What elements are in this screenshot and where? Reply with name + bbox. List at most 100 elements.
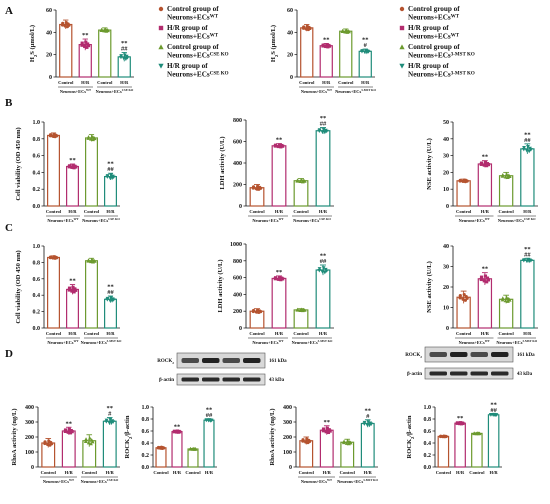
data-point: [109, 173, 113, 178]
data-point: [340, 29, 345, 34]
significance-mark: **: [320, 115, 327, 122]
y-tick-label: 200: [233, 309, 242, 315]
x-tick-label: H/R: [106, 209, 115, 214]
chart-a1: 0 20 40 60 H2S (μmol/L) Control ** H/R Control ##…: [29, 8, 134, 94]
group-label: Neurons+ECsWT: [43, 478, 74, 484]
legend-label: Control group of: [167, 43, 219, 51]
blot-band: [470, 371, 488, 376]
y-tick-label: 400: [25, 405, 34, 411]
group-label: Neurons+ECsCSE KO: [96, 88, 134, 94]
y-tick-label: 400: [233, 292, 242, 298]
y-tick-label: 0: [446, 204, 449, 210]
data-point: [363, 48, 368, 53]
data-point: [104, 420, 109, 424]
y-tick-label: 0: [31, 465, 34, 471]
data-point: [479, 162, 483, 166]
x-tick-label: Control: [153, 470, 169, 475]
significance-mark: **: [69, 157, 76, 164]
data-point: [254, 187, 258, 191]
y-tick-label: 100: [283, 450, 292, 456]
data-point: [123, 57, 128, 61]
group-label: Neurons+ECsCSE KO: [81, 478, 119, 484]
x-tick-label: Control: [456, 209, 472, 214]
blot-panel: [424, 367, 514, 380]
legend-label: H/R group of: [167, 62, 208, 70]
bar: [104, 176, 117, 207]
y-tick-label: 1000: [230, 242, 242, 248]
x-tick-label: Control: [469, 470, 485, 475]
y-tick-label: 0.8: [33, 260, 41, 266]
data-point: [321, 266, 326, 270]
y-axis-label: H2S (μmol/L): [270, 25, 279, 62]
data-point: [160, 446, 164, 450]
y-tick-label: 0.0: [33, 326, 41, 332]
legend-label: H/R group of: [167, 24, 208, 32]
panel-letter-b: B: [5, 97, 13, 109]
bar: [59, 23, 73, 78]
blots-layer: ROCK2 β-actin 161 kDa 43 kDa ROCK2 β-actin 161…: [157, 346, 535, 386]
x-tick-label: H/R: [319, 209, 328, 214]
significance-mark: **: [66, 420, 73, 427]
y-tick-label: 60: [46, 8, 52, 14]
significance-mark: **: [174, 423, 181, 430]
significance-mark: **: [82, 32, 89, 39]
data-point: [522, 145, 526, 150]
group-label: Neurons+ECsWT: [459, 339, 490, 345]
blot-band: [450, 352, 468, 357]
significance-mark: ##: [320, 258, 327, 265]
data-point: [326, 45, 330, 49]
data-point: [503, 298, 508, 303]
x-tick-label: Control: [338, 80, 354, 85]
data-point: [503, 174, 508, 179]
bar: [293, 309, 309, 329]
group-label: Neurons+ECs3-MST KO: [337, 478, 378, 484]
legend-marker: [158, 6, 164, 12]
data-point: [72, 166, 76, 170]
x-tick-label: Control: [46, 209, 62, 214]
chart-d3: 0 100 200 300 400 RhoA activity (ng/L) Control…: [269, 405, 379, 484]
data-point: [325, 426, 329, 430]
blot-band: [181, 358, 199, 363]
blot-size-label: 43 kDa: [517, 372, 533, 377]
x-tick-label: Control: [436, 470, 452, 475]
data-point: [485, 164, 489, 168]
chart-b3: 0 10 20 30 40 50 NSE activity (U/L) Control ** H/…: [426, 120, 538, 223]
x-tick-label: Control: [97, 80, 113, 85]
data-point: [80, 43, 84, 47]
data-point: [108, 418, 113, 422]
x-tick-label: H/R: [481, 331, 490, 336]
bar: [319, 45, 333, 78]
data-point: [328, 429, 332, 433]
data-point: [109, 296, 113, 300]
blot-size-label: 161 kDa: [517, 353, 535, 358]
data-point: [53, 135, 57, 139]
bar: [300, 27, 314, 78]
y-tick-label: 800: [233, 259, 242, 265]
data-point: [526, 145, 530, 149]
bar: [498, 298, 514, 329]
data-point: [322, 270, 327, 275]
blot-band-label: β-actin: [407, 372, 422, 377]
data-point: [321, 429, 325, 433]
data-point: [463, 180, 468, 184]
chart-b2: 0 200 400 600 800 LDH activity (U/L) Control **…: [219, 115, 334, 223]
data-point: [493, 413, 497, 418]
blot-panel: [176, 373, 266, 386]
y-axis-label: ROCK2/β-actin: [124, 415, 133, 458]
data-point: [83, 439, 88, 444]
data-point: [438, 434, 443, 439]
data-point: [482, 279, 486, 283]
data-point: [67, 286, 72, 290]
x-tick-label: Control: [299, 80, 315, 85]
data-point: [505, 175, 510, 179]
chart-c1: 0.0 0.2 0.4 0.6 0.8 1.0 Cell viability (OD 450…: [15, 244, 122, 345]
x-tick-label: H/R: [523, 331, 532, 336]
data-point: [48, 134, 52, 138]
data-point: [110, 299, 115, 303]
y-tick-label: 0: [289, 465, 292, 471]
data-point: [273, 277, 277, 281]
significance-mark: **: [324, 419, 331, 426]
y-tick-label: 800: [233, 118, 242, 124]
